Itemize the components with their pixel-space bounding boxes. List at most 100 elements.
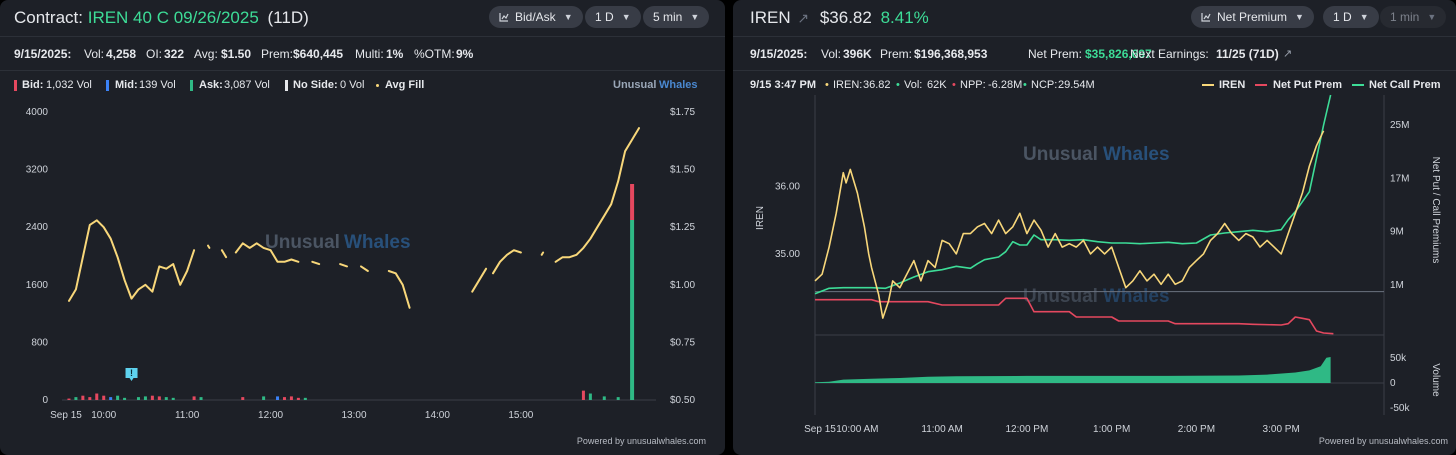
timeframe-dropdown[interactable]: 1 D ▼ <box>585 6 641 28</box>
y-right-tick-label: 17M <box>1390 173 1409 184</box>
y-left-tick-label: 0 <box>42 395 48 406</box>
volume-bar-bid <box>67 398 71 400</box>
interval-dropdown[interactable]: 5 min ▼ <box>643 6 710 28</box>
legend-call[interactable]: Net Call Prem <box>1369 79 1441 91</box>
volume-bar-ask <box>143 396 147 400</box>
alert-marker-icon <box>125 368 138 381</box>
brand-unusual: Unusual <box>613 79 657 91</box>
volume-bar-bid <box>192 396 196 400</box>
ticker-title: IREN ↗ $36.82 8.41% <box>750 8 929 28</box>
external-link-icon[interactable]: ↗ <box>797 10 810 26</box>
volume-bar-ask <box>602 396 606 400</box>
iren-price-line <box>814 130 1325 319</box>
x-tick-label: 11:00 <box>175 410 200 421</box>
avg-fill-line <box>68 219 196 302</box>
chart-icon <box>499 13 509 22</box>
timeframe-dropdown[interactable]: 1 D ▼ <box>1323 6 1379 28</box>
stats-avg: $1.50 <box>221 47 252 61</box>
volume-bar-ask <box>171 397 175 400</box>
stats-netprem-label: Net Prem: <box>1028 47 1083 61</box>
legend-avgfill-label: Avg Fill <box>385 79 425 91</box>
net-premium-dropdown[interactable]: Net Premium ▼ <box>1191 6 1314 28</box>
stats-otm: 9% <box>456 47 474 61</box>
bid-ask-dropdown[interactable]: Bid/Ask ▼ <box>489 6 583 28</box>
x-tick-label: Sep 15 <box>804 424 836 435</box>
stats-multi: 1% <box>386 47 404 61</box>
contract-header: Contract: IREN 40 C 09/26/2025 (11D) Bid… <box>0 0 725 37</box>
chevron-down-icon: ▼ <box>1427 12 1437 22</box>
avg-fill-line <box>471 267 488 293</box>
legend-iren[interactable]: IREN <box>1219 79 1246 91</box>
contract-title: Contract: IREN 40 C 09/26/2025 (11D) <box>14 8 309 28</box>
y-left-axis-label: IREN <box>755 206 766 230</box>
powered-by[interactable]: Powered by unusualwhales.com <box>1318 436 1448 446</box>
legend-ask: 3,087 Vol <box>224 79 270 91</box>
y-right-tick-label: $0.75 <box>670 337 695 348</box>
avg-fill-line <box>387 270 411 309</box>
volume-bar-bid <box>157 396 161 400</box>
y-right-tick-label: 25M <box>1390 120 1409 131</box>
volume-bar-bid <box>95 393 99 400</box>
stats-vol-label: Vol: <box>84 47 105 61</box>
legend-put[interactable]: Net Put Prem <box>1273 79 1343 91</box>
legend-mid: 139 Vol <box>139 79 176 91</box>
volume-bar-bid <box>102 395 106 400</box>
stats-date: 9/15/2025: <box>750 47 808 61</box>
contract-name[interactable]: IREN 40 C 09/26/2025 <box>87 8 259 27</box>
noside-marker <box>285 80 288 91</box>
net-call-prem-line <box>814 94 1332 295</box>
ticker-symbol[interactable]: IREN <box>750 8 791 27</box>
interval-dropdown[interactable]: 1 min ▼ <box>1380 6 1447 28</box>
volume-bar-ask <box>136 397 140 400</box>
y-left-tick-label: 4000 <box>26 107 49 118</box>
legend-bid: 1,032 Vol <box>46 79 92 91</box>
volume-bar-ask <box>262 396 266 400</box>
bid-marker <box>14 80 17 91</box>
volume-bar-ask <box>616 397 620 400</box>
stats-prem-label: Prem: <box>261 47 294 61</box>
npp-dot: • <box>952 79 956 91</box>
stats-prem: $196,368,953 <box>914 47 988 61</box>
ask-marker <box>190 80 193 91</box>
ticker-price: $36.82 <box>819 8 872 27</box>
volume-tick-label: 0 <box>1390 378 1396 389</box>
y-right-tick-label: $1.50 <box>670 165 695 176</box>
contract-title-prefix: Contract: <box>14 8 83 27</box>
brand-whales: Whales <box>659 79 698 91</box>
avg-fill-line <box>220 249 228 259</box>
powered-by[interactable]: Powered by unusualwhales.com <box>576 436 706 446</box>
chevron-down-icon: ▼ <box>1295 12 1304 22</box>
external-link-icon[interactable]: ↗ <box>1283 48 1293 60</box>
net-premium-label: Net Premium <box>1217 10 1288 24</box>
x-tick-label: Sep 15 <box>50 410 82 421</box>
stats-prem: $640,445 <box>293 47 344 61</box>
x-tick-label: 10:00 AM <box>836 424 878 435</box>
volume-area <box>815 357 1331 383</box>
stats-oi: 322 <box>164 47 185 61</box>
contract-dte: (11D) <box>267 8 309 27</box>
contract-stats-bar: 9/15/2025: Vol: 4,258 OI: 322 Avg: $1.50… <box>0 37 725 71</box>
legend-call-line <box>1352 84 1364 86</box>
volume-bar-ask <box>74 397 78 400</box>
x-tick-label: 14:00 <box>425 410 450 421</box>
timeframe-label: 1 D <box>1333 10 1352 24</box>
net-premium-chart-svg: Unusual Whales Unusual Whales 36.00 35.00… <box>755 94 1441 435</box>
contract-chart-panel: Contract: IREN 40 C 09/26/2025 (11D) Bid… <box>0 0 725 455</box>
volume-bar-bid <box>81 395 85 400</box>
chevron-down-icon: ▼ <box>621 12 631 22</box>
watermark-whales: Whales <box>344 232 411 253</box>
y-left-tick-label: 800 <box>31 337 48 348</box>
chevron-down-icon: ▼ <box>690 12 700 22</box>
tooltip-iren-label: IREN: <box>833 79 863 91</box>
y-right-axis-label: Net Put / Call Premiums <box>1430 157 1441 264</box>
volume-bar-bid <box>581 390 585 400</box>
bid-ask-label: Bid/Ask <box>515 10 556 24</box>
chart-icon <box>1201 13 1211 22</box>
stats-earn-label: Next Earnings: <box>1130 47 1209 61</box>
stats-vol: 396K <box>843 47 872 61</box>
avg-fill-line <box>492 249 522 275</box>
stats-netprem: $35,826,697 <box>1085 47 1152 61</box>
avg-fill-line <box>360 265 369 272</box>
volume-bar-bid <box>630 184 635 220</box>
timeframe-label: 1 D <box>595 10 614 24</box>
